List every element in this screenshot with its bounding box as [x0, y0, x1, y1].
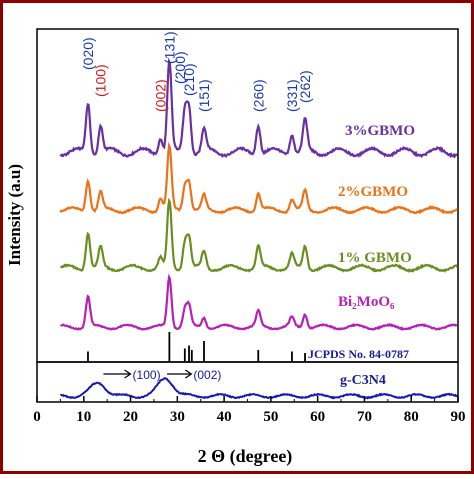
series-line-1-gbmo: [60, 197, 459, 274]
series-label-2gbmo: 2%GBMO: [338, 184, 408, 200]
hkl-label-131: (131): [161, 31, 177, 64]
main-panel: JCPDS No. 84-0787 (020)(100) (002)(131)(2…: [36, 28, 459, 363]
hkl-label-260: (260): [250, 79, 266, 112]
x-tick-label: 20: [123, 409, 138, 425]
series-line-3-gbmo: [59, 57, 458, 159]
hkl-labels: (020)(100) (002) (131)(200)(210)(151) (260)…: [80, 31, 313, 112]
gcn-annotation-label: (002): [193, 368, 221, 382]
x-tick-label: 90: [451, 409, 466, 425]
reference-lines: [87, 332, 306, 362]
y-axis-title: Intensity (a.u): [5, 164, 24, 266]
x-axis-title: 2 Θ (degree): [198, 446, 293, 467]
series-line-g-c3n4: [60, 377, 458, 400]
hkl-label-020: (020): [80, 37, 96, 70]
hkl-label-210: (210): [181, 63, 197, 96]
series-main: [59, 57, 459, 331]
hkl-label-331: (331): [284, 79, 300, 112]
series-gcn: [60, 377, 458, 400]
series-label-gcn: g-C3N4: [340, 373, 386, 388]
arrow-head: [124, 369, 132, 379]
arrow-head: [185, 369, 193, 379]
x-tick-label: 10: [76, 409, 91, 425]
x-tick-label: 70: [357, 409, 372, 425]
series-line-2-gbmo: [59, 141, 459, 215]
hkl-label-100: (100): [93, 64, 109, 97]
x-tick-label: 30: [170, 409, 185, 425]
x-tick-label: 60: [310, 409, 325, 425]
hkl-label-200: (200): [172, 51, 188, 84]
x-tick-label: 50: [263, 409, 278, 425]
hkl-label-151: (151): [196, 79, 212, 112]
x-tick-label: 0: [33, 409, 41, 425]
gcn-panel: (100) (002) g-C3N4: [36, 361, 459, 403]
hkl-label-262: (262): [297, 70, 313, 103]
series-label-bi2moo6: Bi₂MoO₆: [338, 294, 395, 310]
series-label-1gbmo: 1% GBMO: [338, 250, 412, 266]
gcn-annotation-label: (100): [133, 368, 161, 382]
x-tick-label: 40: [217, 409, 232, 425]
x-tick-label: 80: [404, 409, 419, 425]
gcn-annotations: (100) (002): [103, 368, 221, 382]
series-label-3gbmo: 3%GBMO: [345, 123, 415, 139]
reference-label: JCPDS No. 84-0787: [308, 347, 409, 361]
hkl-label-002: (002): [152, 79, 168, 112]
x-axis: 0 10 20 30 40 50 60 70 80 90: [33, 396, 466, 425]
series-line-bi-moo: [60, 273, 458, 331]
